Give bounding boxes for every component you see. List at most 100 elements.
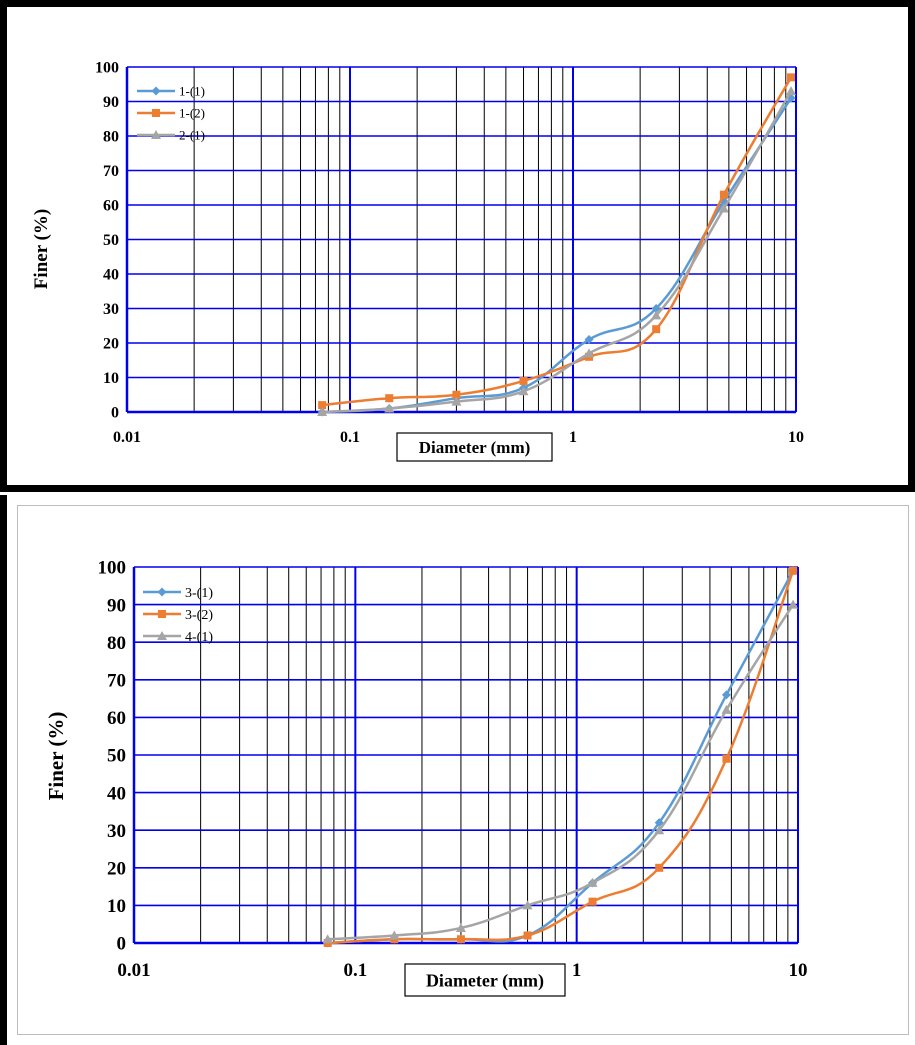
legend-entry: 3-(2)	[143, 608, 213, 623]
data-point	[385, 394, 394, 403]
legend-entry: 1-(1)	[137, 84, 205, 99]
data-point	[384, 403, 395, 413]
y-tick-label: 0	[117, 934, 127, 955]
grading-chart-1: 0 10 20 30 40 50 60 70 80 90 100 0.01 0.1 1 10 Finer (%…	[31, 60, 804, 462]
y-tick-label: 80	[107, 633, 126, 654]
x-tick-label: 0.01	[117, 960, 150, 981]
data-point	[721, 690, 731, 700]
data-point	[587, 877, 598, 887]
legend-label: 2-(1)	[179, 128, 205, 143]
x-axis-label: Diameter (mm)	[419, 438, 531, 457]
y-tick-label: 30	[107, 821, 126, 842]
y-tick-label: 10	[103, 370, 119, 387]
y-tick-label: 60	[107, 708, 126, 729]
y-tick-label: 40	[107, 783, 126, 804]
x-axis-label: Diameter (mm)	[426, 970, 544, 991]
data-point	[588, 897, 597, 906]
x-tick-label: 1	[569, 429, 577, 446]
data-point	[451, 396, 462, 406]
x-tick-label: 0.1	[340, 429, 360, 446]
x-tick-label: 0.01	[113, 429, 141, 446]
data-point	[789, 566, 798, 575]
legend-entry: 2-(1)	[137, 128, 205, 143]
major-gridlines	[133, 566, 799, 944]
y-tick-label: 100	[95, 60, 119, 77]
data-point	[718, 203, 729, 213]
data-point	[452, 390, 461, 399]
x-axis-label-box	[396, 432, 553, 462]
data-point	[317, 407, 328, 416]
series-line	[327, 603, 795, 941]
legend-label: 1-(1)	[179, 84, 205, 99]
data-point	[655, 863, 664, 872]
major-gridlines	[126, 66, 797, 413]
data-point	[157, 587, 167, 597]
legend-label: 3-(1)	[185, 586, 213, 601]
legend-label: 3-(2)	[185, 608, 213, 623]
y-tick-label: 80	[103, 129, 119, 146]
x-tick-label: 1	[572, 960, 582, 981]
y-tick-label: 100	[98, 558, 127, 579]
data-point	[152, 109, 160, 117]
y-tick-label: 70	[107, 670, 126, 691]
data-point	[722, 754, 731, 763]
legend-entry: 4-(1)	[143, 630, 213, 645]
data-point	[523, 931, 532, 940]
data-point	[318, 401, 327, 410]
data-point	[721, 704, 732, 714]
y-tick-label: 60	[103, 198, 119, 215]
data-point	[654, 825, 665, 835]
y-tick-label: 40	[103, 267, 119, 284]
x-axis-label-box	[404, 963, 566, 997]
chart-panel-2: 0 10 20 30 40 50 60 70 80 90 100 0.01 0.1 1 10 Finer (%…	[0, 495, 915, 1045]
series-1-(2)	[318, 73, 796, 410]
data-point	[788, 599, 799, 609]
data-point	[456, 935, 465, 944]
data-point	[519, 376, 528, 385]
data-point	[651, 310, 662, 320]
data-point	[151, 130, 161, 139]
chart-panel-2-frame: 0 10 20 30 40 50 60 70 80 90 100 0.01 0.1 1 10 Finer (%…	[17, 505, 909, 1035]
series-2-(1)	[317, 86, 797, 416]
data-point	[157, 631, 167, 640]
series-4-(1)	[322, 599, 799, 944]
data-point	[651, 304, 661, 313]
x-tick-label: 10	[788, 429, 804, 446]
data-point	[652, 325, 661, 334]
series-3-(2)	[323, 566, 798, 947]
data-point	[518, 386, 529, 396]
y-tick-label: 50	[107, 746, 126, 767]
legend-entry: 1-(2)	[137, 106, 205, 121]
data-point	[787, 73, 796, 82]
series-line	[322, 97, 793, 414]
data-point	[654, 818, 664, 828]
y-tick-label: 20	[103, 336, 119, 353]
y-tick-label: 10	[107, 896, 126, 917]
grading-chart-2: 0 10 20 30 40 50 60 70 80 90 100 0.01 0.1 1 10 Finer (%…	[44, 558, 808, 997]
data-point	[389, 930, 400, 940]
y-tick-label: 70	[103, 163, 119, 180]
y-tick-label: 50	[103, 232, 119, 249]
data-point	[584, 348, 595, 358]
y-axis-label: Finer (%)	[44, 712, 68, 801]
series-line	[322, 76, 793, 407]
data-point	[522, 900, 533, 910]
data-point	[719, 190, 728, 199]
y-tick-label: 30	[103, 301, 119, 318]
y-axis-label: Finer (%)	[31, 209, 52, 289]
chart-panel-1: 0 10 20 30 40 50 60 70 80 90 100 0.01 0.1 1 10 Finer (%…	[0, 0, 915, 492]
data-point	[322, 934, 333, 944]
data-point	[455, 922, 466, 932]
x-tick-label: 0.1	[343, 960, 367, 981]
data-point	[158, 610, 166, 618]
legend-label: 1-(2)	[179, 106, 205, 121]
data-point	[151, 86, 161, 96]
y-tick-label: 20	[107, 858, 126, 879]
series-1-(1)	[317, 93, 796, 417]
data-point	[584, 335, 594, 345]
y-tick-label: 90	[107, 595, 126, 616]
legend-label: 4-(1)	[185, 630, 213, 645]
y-tick-label: 90	[103, 94, 119, 111]
y-tick-label: 0	[111, 405, 119, 422]
data-point	[786, 86, 797, 96]
